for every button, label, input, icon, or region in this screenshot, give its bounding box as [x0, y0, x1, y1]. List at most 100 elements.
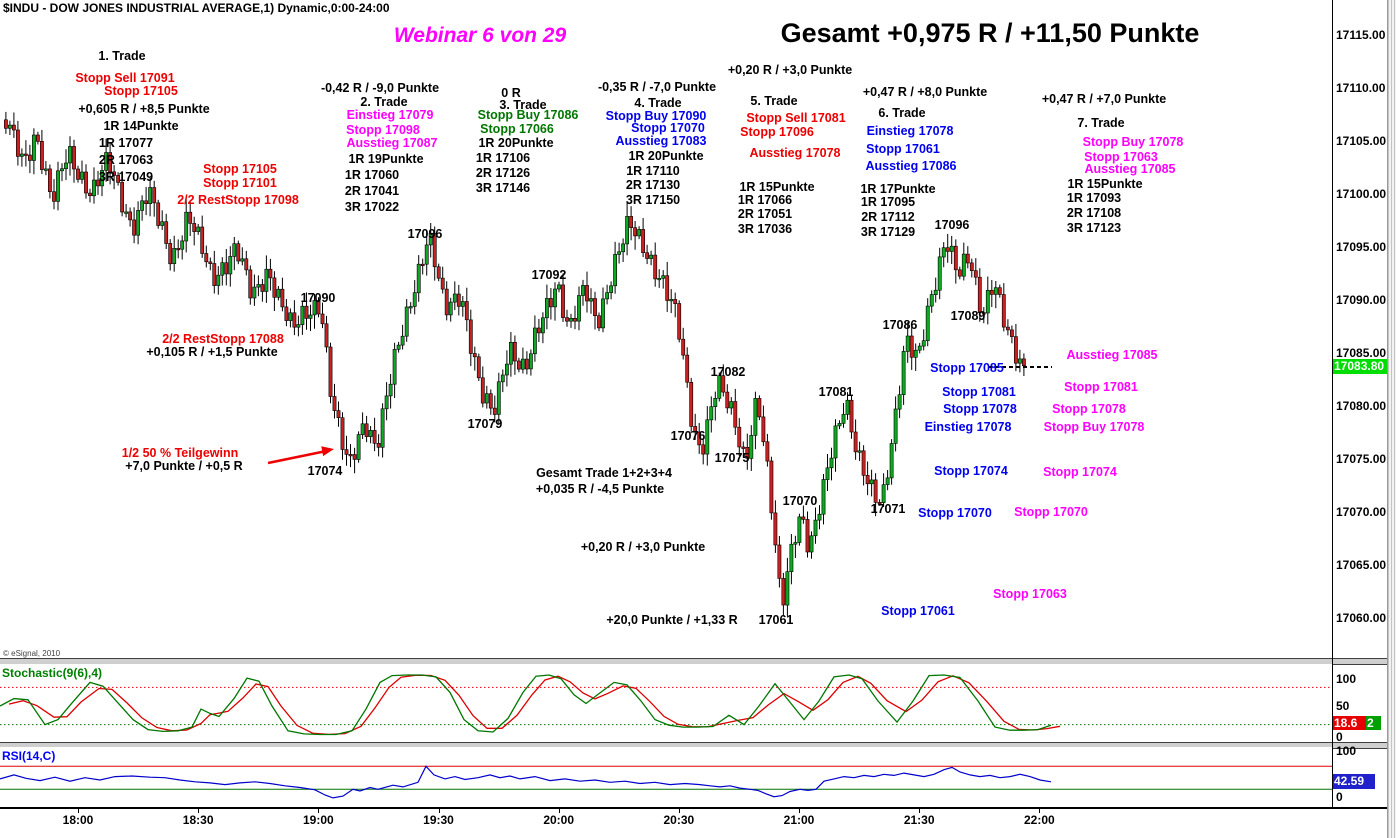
time-axis-label: 20:30 [663, 813, 695, 827]
chart-annotation: 3R 17036 [737, 222, 793, 236]
chart-annotation: 17079 [467, 417, 503, 431]
time-axis-tick [799, 809, 801, 813]
stochastic-d-value-box: 18.6 [1333, 716, 1367, 730]
time-axis-tick [318, 809, 320, 813]
chart-annotation: 1R 17095 [860, 195, 916, 209]
stochastic-axis-label: 50 [1336, 699, 1350, 713]
stochastic-panel[interactable]: Stochastic(9(6),4) [0, 664, 1332, 742]
chart-annotation: Einstieg 17078 [924, 420, 1012, 434]
chart-annotation: Stopp 17070 [631, 121, 705, 135]
time-axis-tick [438, 809, 440, 813]
time-axis-line [0, 807, 1387, 809]
stochastic-canvas [0, 674, 1332, 736]
chart-annotation: 2R 17041 [344, 184, 400, 198]
chart-annotation: Stopp 17085 [930, 361, 1004, 375]
chart-annotation: 1R 14Punkte [103, 119, 179, 133]
rsi-axis-label: 0 [1336, 790, 1343, 804]
chart-annotation: +0,20 R / +3,0 Punkte [580, 540, 706, 554]
chart-annotation: 4. Trade [634, 96, 682, 110]
price-axis-label: 17085.00 [1336, 346, 1387, 360]
last-price-box: 17083.80 [1333, 359, 1388, 374]
chart-annotation: Stopp 17105 [203, 162, 277, 176]
stochastic-label: Stochastic(9(6),4) [2, 666, 103, 680]
chart-annotation: 1. Trade [98, 49, 146, 63]
chart-annotation: 1R 17Punkte [860, 182, 936, 196]
chart-annotation: +0,20 R / +3,0 Punkte [727, 63, 853, 77]
stochastic-axis-label: 100 [1336, 672, 1357, 686]
time-axis-tick [198, 809, 200, 813]
chart-annotation: 2R 17063 [98, 153, 154, 167]
chart-annotation: +0,47 R / +8,0 Punkte [862, 85, 988, 99]
chart-annotation: 17076 [670, 429, 706, 443]
price-axis-label: 17095.00 [1336, 240, 1387, 254]
chart-annotation: 1R 17066 [737, 193, 793, 207]
chart-annotation: +20,0 Punkte / +1,33 R [606, 613, 738, 627]
time-axis-label: 19:00 [302, 813, 334, 827]
rsi-axis-label: 100 [1336, 744, 1357, 758]
chart-annotation: Stopp Buy 17078 [1082, 135, 1184, 149]
chart-annotation: Stopp Sell 17091 [75, 71, 175, 85]
chart-annotation: 17089 [950, 309, 986, 323]
chart-annotation: Gesamt Trade 1+2+3+4 [536, 466, 672, 480]
chart-annotation: Stopp 17098 [346, 123, 420, 137]
chart-annotation: 1/2 50 % Teilgewinn [121, 446, 239, 460]
chart-annotation: Ausstieg 17085 [1066, 348, 1158, 362]
time-axis-tick [558, 809, 560, 813]
chart-annotation: 3R 17146 [475, 181, 531, 195]
time-axis-label: 18:30 [182, 813, 214, 827]
chart-annotation: 17090 [300, 291, 336, 305]
chart-annotation: 17082 [710, 365, 746, 379]
chart-annotation: Einstieg 17078 [866, 124, 954, 138]
chart-annotation: 1R 17077 [98, 136, 154, 150]
rsi-panel[interactable]: RSI(14,C) [0, 747, 1332, 807]
time-axis-tick [919, 809, 921, 813]
chart-annotation: -0,35 R / -7,0 Punkte [597, 80, 717, 94]
chart-annotation: 2. Trade [360, 95, 408, 109]
chart-annotation: Stopp 17105 [104, 84, 178, 98]
chart-annotation: Stopp Buy 17078 [1043, 420, 1145, 434]
symbol-title: $INDU - DOW JONES INDUSTRIAL AVERAGE,1) … [3, 1, 390, 15]
chart-annotation: Stopp 17074 [934, 464, 1008, 478]
chart-annotation: 1R 20Punkte [628, 149, 704, 163]
webinar-heading: Webinar 6 von 29 [393, 24, 567, 47]
chart-annotation: 1R 15Punkte [1067, 177, 1143, 191]
rsi-canvas [0, 765, 1332, 799]
chart-annotation: Stopp 17081 [1064, 380, 1138, 394]
chart-annotation: Stopp 17066 [480, 122, 554, 136]
chart-annotation: Stopp 17101 [203, 176, 277, 190]
price-axis-label: 17075.00 [1336, 452, 1387, 466]
chart-annotation: 3R 17150 [625, 193, 681, 207]
chart-annotation: 17074 [307, 464, 343, 478]
chart-annotation: +0,605 R / +8,5 Punkte [78, 102, 210, 116]
chart-annotation: 3. Trade [499, 98, 547, 112]
chart-annotation: Stopp 17070 [918, 506, 992, 520]
chart-annotation: Ausstieg 17085 [1084, 162, 1176, 176]
time-axis-label: 18:00 [62, 813, 94, 827]
chart-annotation: Stopp Sell 17081 [746, 111, 846, 125]
chart-annotation: 2/2 RestStopp 17088 [162, 332, 284, 346]
total-result-heading: Gesamt +0,975 R / +11,50 Punkte [780, 18, 1200, 48]
chart-annotation: Ausstieg 17087 [346, 136, 438, 150]
copyright-text: © eSignal, 2010 [3, 649, 61, 658]
time-axis-label: 22:00 [1024, 813, 1055, 827]
price-axis-label: 17100.00 [1336, 187, 1387, 201]
stochastic-axis-label: 0 [1336, 730, 1343, 744]
chart-annotation: +0,105 R / +1,5 Punkte [146, 345, 278, 359]
price-axis-label: 17070.00 [1336, 505, 1387, 519]
chart-annotation: 1R 19Punkte [348, 152, 424, 166]
price-chart-panel[interactable]: 1. Trade Stopp Sell 17091 Stopp 17105 +0,60… [0, 0, 1332, 658]
vertical-scrollbar[interactable] [1387, 0, 1396, 838]
time-axis-tick [1039, 809, 1041, 813]
chart-annotation: 1R 17110 [626, 164, 680, 178]
chart-annotation: 2R 17126 [475, 166, 531, 180]
chart-annotation: Ausstieg 17083 [615, 134, 707, 148]
chart-annotation: Einstieg 17079 [346, 108, 434, 122]
chart-annotation: Stopp 17061 [866, 142, 940, 156]
chart-annotation: Stopp 17078 [1052, 402, 1126, 416]
chart-annotation: 3R 17022 [344, 200, 400, 214]
chart-annotation: 2R 17051 [737, 207, 793, 221]
chart-annotation: 2R 17108 [1066, 206, 1122, 220]
price-axis-label: 17060.00 [1336, 611, 1387, 625]
chart-annotation: Ausstieg 17086 [865, 159, 957, 173]
chart-annotation: Stopp Buy 17090 [605, 109, 707, 123]
